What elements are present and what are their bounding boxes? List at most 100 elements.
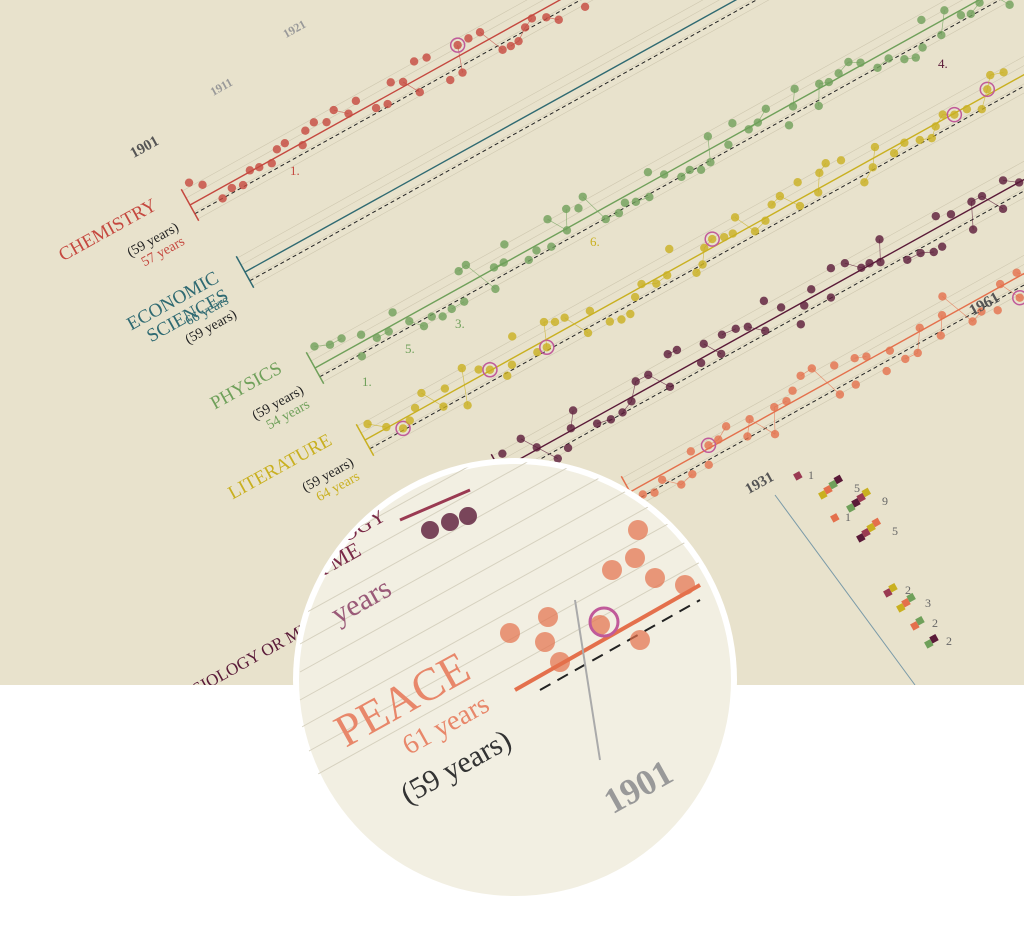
dot [688,469,697,479]
dot [662,271,672,280]
count-block [883,588,893,598]
dot [322,117,331,127]
dot [875,235,884,244]
dot [485,365,495,374]
dot [915,323,924,333]
dot [835,390,845,399]
dot [911,53,920,62]
dot [415,88,425,97]
dot [626,309,635,319]
dot [796,320,806,329]
overall-line [249,0,758,282]
connector [1016,272,1024,276]
connector [465,264,496,290]
dot [614,208,624,218]
lens-average [514,583,701,692]
lens-overall [539,599,701,691]
year-line [774,494,916,685]
dot [918,43,927,52]
dot [929,247,938,257]
dot [938,292,947,301]
lens-dot [675,575,695,595]
dot [665,382,675,392]
dot [547,242,556,251]
dot [865,259,874,268]
dot [309,118,319,127]
highlight [704,231,720,247]
band-tick [180,188,200,222]
dot [439,402,448,411]
connector [479,31,503,51]
dot [560,313,569,322]
dot [280,138,290,148]
dot [672,345,682,355]
grid-line [360,65,1024,434]
dot [617,315,626,324]
dot [975,0,984,7]
dot [790,84,799,94]
dot [398,424,408,433]
connector [457,45,463,73]
grid-line [193,0,577,213]
dot [995,279,1005,289]
lens-dot [550,652,570,672]
count-label: 2 [905,583,911,597]
count-block [888,582,898,593]
lens-grid [299,511,733,757]
dot [301,126,310,135]
dot [238,180,248,190]
dot [950,110,959,119]
dot [795,201,805,211]
lens [299,464,731,896]
count-block [924,639,934,649]
dot [998,204,1008,214]
dot [644,370,653,380]
dot [977,307,986,316]
marker: 1. [290,163,300,178]
count-block [871,517,882,528]
count-label: 2 [946,634,952,648]
dot [398,77,408,87]
connector [421,392,444,407]
connector [582,196,606,220]
dot [630,292,640,302]
dot [198,180,207,190]
lens-dot [590,615,610,635]
count-block [896,603,906,613]
dot [310,342,319,351]
dot [356,330,366,339]
dot [696,358,706,368]
count-block [833,474,844,485]
grid-line [507,197,1024,485]
grid-line [185,0,544,199]
band-tick [235,255,255,289]
dot [499,258,508,267]
lens-grid [299,462,733,589]
highlight [1012,289,1024,306]
average-line [314,0,981,369]
dot [856,58,865,67]
dot [298,140,307,150]
dot [371,103,381,113]
count-block [856,533,866,543]
dot [527,14,537,23]
count-block [861,527,871,538]
count-block [793,471,803,481]
average-line [629,272,1024,493]
dot [550,317,560,327]
dot [761,326,770,336]
dot [440,384,450,393]
marker: 6. [590,234,600,249]
dot [800,301,809,310]
dot [388,308,397,317]
average-line [364,73,1024,441]
dot [761,216,770,225]
dot [507,360,517,369]
grid-line [318,0,997,376]
lens-dot [535,632,555,652]
lens-dot [421,521,439,539]
dot [460,297,469,306]
count-block [906,592,916,603]
grid-line [197,0,594,220]
lens-tick [574,599,601,761]
